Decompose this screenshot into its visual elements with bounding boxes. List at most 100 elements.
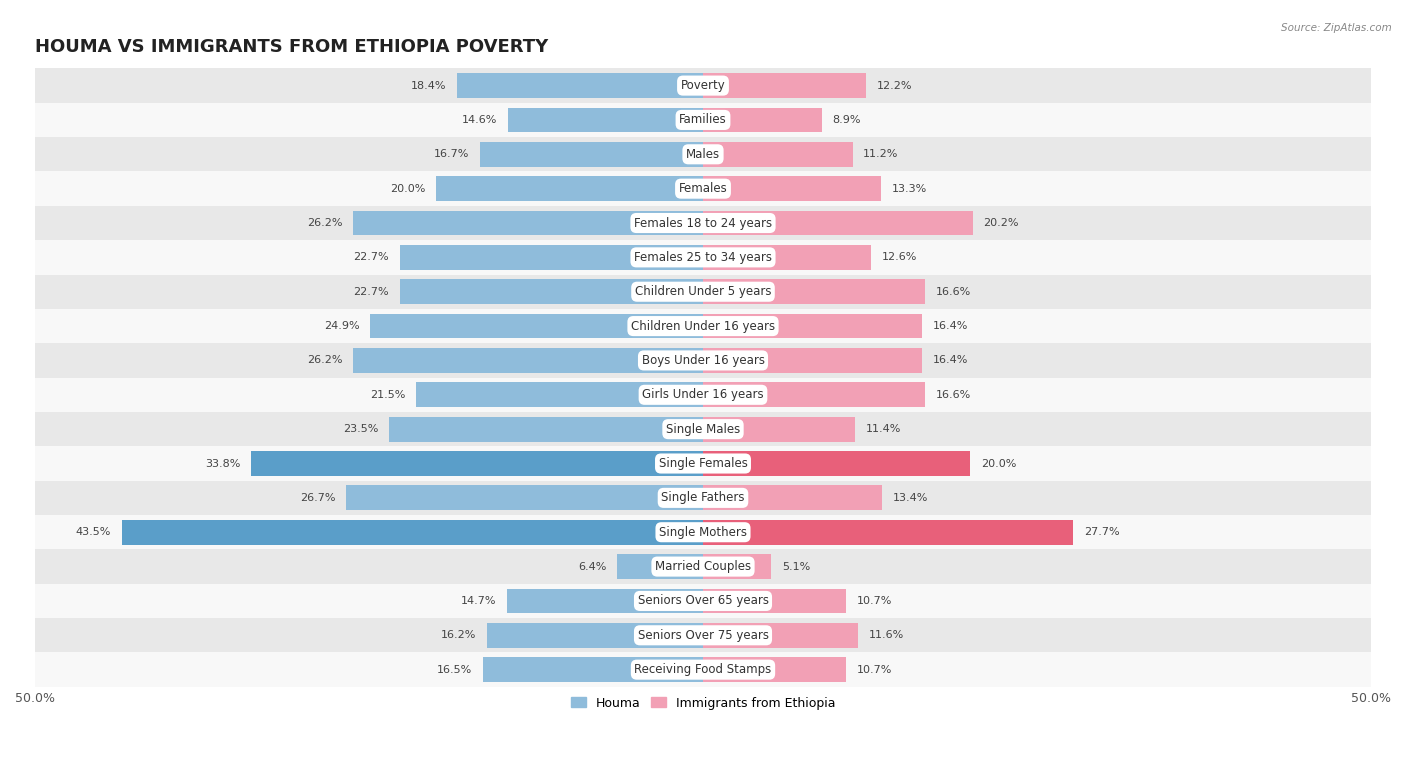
Text: Families: Families <box>679 114 727 127</box>
Text: 8.9%: 8.9% <box>832 115 860 125</box>
Text: 26.2%: 26.2% <box>307 218 342 228</box>
Text: 20.0%: 20.0% <box>981 459 1017 468</box>
Bar <box>416 383 703 407</box>
Bar <box>482 657 703 682</box>
Text: Seniors Over 65 years: Seniors Over 65 years <box>637 594 769 607</box>
Bar <box>35 68 1371 103</box>
Bar <box>506 588 703 613</box>
Bar <box>703 211 973 236</box>
Bar <box>703 314 922 339</box>
Bar <box>35 618 1371 653</box>
Text: Girls Under 16 years: Girls Under 16 years <box>643 388 763 401</box>
Bar <box>35 377 1371 412</box>
Text: 16.4%: 16.4% <box>932 356 969 365</box>
Bar <box>346 485 703 510</box>
Bar <box>703 417 855 441</box>
Bar <box>479 142 703 167</box>
Bar <box>35 171 1371 206</box>
Text: Females 18 to 24 years: Females 18 to 24 years <box>634 217 772 230</box>
Text: 43.5%: 43.5% <box>76 528 111 537</box>
Legend: Houma, Immigrants from Ethiopia: Houma, Immigrants from Ethiopia <box>565 691 841 715</box>
Text: 20.2%: 20.2% <box>984 218 1019 228</box>
Text: Females: Females <box>679 182 727 195</box>
Bar <box>703 142 852 167</box>
Text: HOUMA VS IMMIGRANTS FROM ETHIOPIA POVERTY: HOUMA VS IMMIGRANTS FROM ETHIOPIA POVERT… <box>35 38 548 56</box>
Text: 13.4%: 13.4% <box>893 493 928 503</box>
Text: Children Under 16 years: Children Under 16 years <box>631 320 775 333</box>
Text: 24.9%: 24.9% <box>323 321 360 331</box>
Bar <box>35 137 1371 171</box>
Bar <box>35 103 1371 137</box>
Bar <box>703 348 922 373</box>
Bar <box>35 584 1371 618</box>
Bar <box>703 280 925 304</box>
Text: 11.2%: 11.2% <box>863 149 898 159</box>
Text: 16.5%: 16.5% <box>437 665 472 675</box>
Bar <box>35 240 1371 274</box>
Text: 14.7%: 14.7% <box>460 596 496 606</box>
Text: Married Couples: Married Couples <box>655 560 751 573</box>
Text: 13.3%: 13.3% <box>891 183 927 193</box>
Bar <box>703 588 846 613</box>
Text: 16.6%: 16.6% <box>935 287 970 296</box>
Text: 22.7%: 22.7% <box>353 287 389 296</box>
Text: Poverty: Poverty <box>681 79 725 92</box>
Bar <box>703 74 866 98</box>
Bar <box>436 177 703 201</box>
Text: Single Fathers: Single Fathers <box>661 491 745 504</box>
Bar <box>353 348 703 373</box>
Text: 16.7%: 16.7% <box>434 149 470 159</box>
Bar <box>35 274 1371 309</box>
Text: 12.2%: 12.2% <box>877 80 912 91</box>
Text: Receiving Food Stamps: Receiving Food Stamps <box>634 663 772 676</box>
Text: Single Mothers: Single Mothers <box>659 526 747 539</box>
Text: Children Under 5 years: Children Under 5 years <box>634 285 772 298</box>
Text: 23.5%: 23.5% <box>343 424 378 434</box>
Text: 33.8%: 33.8% <box>205 459 240 468</box>
Bar <box>703 623 858 647</box>
Bar <box>35 412 1371 446</box>
Text: 26.2%: 26.2% <box>307 356 342 365</box>
Bar <box>35 206 1371 240</box>
Text: Source: ZipAtlas.com: Source: ZipAtlas.com <box>1281 23 1392 33</box>
Bar <box>703 554 770 579</box>
Text: 10.7%: 10.7% <box>856 596 891 606</box>
Bar <box>370 314 703 339</box>
Text: 16.2%: 16.2% <box>440 631 475 641</box>
Text: Single Females: Single Females <box>658 457 748 470</box>
Text: 12.6%: 12.6% <box>882 252 917 262</box>
Bar <box>703 245 872 270</box>
Text: Seniors Over 75 years: Seniors Over 75 years <box>637 629 769 642</box>
Bar <box>252 451 703 476</box>
Bar <box>617 554 703 579</box>
Text: 10.7%: 10.7% <box>856 665 891 675</box>
Text: 16.4%: 16.4% <box>932 321 969 331</box>
Bar <box>35 515 1371 550</box>
Text: 20.0%: 20.0% <box>389 183 425 193</box>
Bar <box>703 177 880 201</box>
Bar <box>35 309 1371 343</box>
Bar <box>399 245 703 270</box>
Text: 14.6%: 14.6% <box>463 115 498 125</box>
Bar <box>35 653 1371 687</box>
Text: Males: Males <box>686 148 720 161</box>
Text: 5.1%: 5.1% <box>782 562 810 572</box>
Text: 22.7%: 22.7% <box>353 252 389 262</box>
Bar <box>508 108 703 133</box>
Text: 18.4%: 18.4% <box>411 80 447 91</box>
Text: 16.6%: 16.6% <box>935 390 970 399</box>
Text: Females 25 to 34 years: Females 25 to 34 years <box>634 251 772 264</box>
Bar <box>353 211 703 236</box>
Text: 11.6%: 11.6% <box>869 631 904 641</box>
Bar <box>703 451 970 476</box>
Bar <box>703 657 846 682</box>
Text: 6.4%: 6.4% <box>578 562 607 572</box>
Bar <box>122 520 703 544</box>
Text: 26.7%: 26.7% <box>299 493 336 503</box>
Bar <box>703 485 882 510</box>
Bar <box>703 108 823 133</box>
Bar <box>457 74 703 98</box>
Text: 21.5%: 21.5% <box>370 390 405 399</box>
Text: 27.7%: 27.7% <box>1084 528 1119 537</box>
Text: 11.4%: 11.4% <box>866 424 901 434</box>
